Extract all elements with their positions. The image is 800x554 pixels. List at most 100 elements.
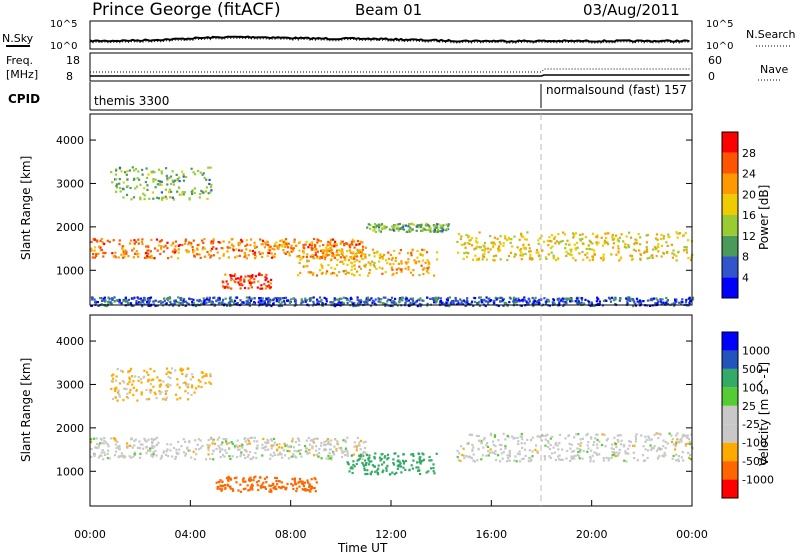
power-cell [250, 238, 253, 241]
power-cell [464, 304, 468, 307]
velocity-cell [132, 386, 135, 389]
velocity-cell [689, 458, 692, 461]
power-cell [286, 246, 289, 249]
velocity-cell [508, 449, 511, 452]
power-cell [218, 257, 221, 260]
velocity-cell [627, 452, 630, 455]
power-cell [185, 249, 188, 252]
velocity-cell [589, 457, 592, 460]
velocity-cell [252, 479, 255, 482]
power-cell [321, 248, 324, 252]
power-y-tick-label: 2000 [56, 221, 84, 234]
velocity-cell [188, 449, 191, 452]
power-cell [184, 240, 187, 243]
power-cell [126, 185, 129, 188]
power-cell [335, 244, 338, 247]
velocity-cell [282, 485, 285, 488]
power-cell [352, 256, 355, 259]
power-cell [498, 245, 501, 248]
power-cell [418, 224, 421, 227]
power-cell [90, 247, 93, 250]
power-cell [146, 188, 149, 191]
velocity-cell [313, 454, 316, 457]
power-cell [299, 258, 302, 261]
power-cell [630, 255, 634, 258]
velocity-cell [546, 433, 549, 436]
power-cell [393, 224, 396, 227]
power-cell [574, 247, 577, 250]
velocity-cell [275, 480, 278, 483]
velocity-cell [133, 444, 136, 447]
power-cell [651, 254, 654, 257]
power-cell [593, 253, 596, 256]
power-cell [230, 243, 234, 246]
velocity-cell [147, 380, 150, 383]
power-cell [333, 298, 336, 302]
power-cell [526, 231, 529, 234]
power-cell [272, 301, 275, 304]
velocity-cell [660, 448, 663, 451]
velocity-cell [259, 476, 262, 479]
power-frame [89, 113, 693, 306]
velocity-cell [149, 450, 152, 453]
power-cell [427, 223, 430, 226]
power-cell [207, 166, 210, 169]
velocity-cell [680, 456, 683, 459]
power-cell [117, 256, 120, 259]
power-cell [409, 229, 412, 232]
power-cell [328, 241, 331, 244]
velocity-cell [402, 453, 405, 456]
power-cell [106, 239, 109, 242]
velocity-cell [327, 440, 330, 443]
power-cell [359, 240, 363, 243]
velocity-colorbar-tick: 1000 [742, 344, 770, 357]
power-cell [158, 240, 161, 243]
velocity-cell [641, 454, 645, 457]
velocity-cell [310, 485, 313, 488]
velocity-cell [576, 454, 579, 457]
velocity-cell [122, 398, 125, 402]
power-cell [596, 243, 599, 246]
power-cell [152, 197, 155, 200]
velocity-cell [241, 478, 245, 481]
power-cell [248, 278, 252, 281]
power-cell [198, 196, 201, 199]
velocity-cell [534, 448, 537, 451]
power-cell [476, 258, 479, 261]
power-cell [416, 298, 420, 301]
velocity-cell [308, 485, 311, 488]
power-cell [122, 196, 125, 199]
velocity-cell [544, 438, 547, 441]
power-cell [199, 256, 202, 259]
velocity-cell [671, 438, 674, 441]
velocity-cell [581, 457, 584, 460]
power-cell [230, 287, 233, 290]
power-cell [368, 269, 372, 272]
velocity-cell [208, 444, 211, 447]
power-cell [147, 252, 150, 255]
velocity-cell [471, 443, 474, 446]
power-cell [422, 299, 425, 302]
power-cell [418, 274, 421, 277]
power-cell [259, 238, 262, 241]
velocity-cell [167, 455, 170, 458]
velocity-cell [159, 379, 162, 382]
power-cell [193, 249, 196, 253]
power-cell [191, 192, 194, 195]
velocity-cell [595, 452, 598, 455]
power-cell [605, 236, 608, 240]
power-cell [339, 250, 342, 253]
velocity-cell [147, 373, 150, 377]
power-cell [584, 236, 587, 239]
velocity-cell [281, 456, 284, 459]
power-cell [356, 302, 359, 305]
power-cell [400, 262, 403, 265]
power-cell [254, 246, 257, 249]
power-cell [385, 303, 388, 306]
velocity-cell [315, 453, 319, 456]
power-cell [296, 255, 299, 258]
velocity-cell [200, 385, 203, 389]
velocity-cell [466, 442, 469, 445]
velocity-cell [598, 453, 601, 456]
velocity-cell [361, 452, 364, 455]
